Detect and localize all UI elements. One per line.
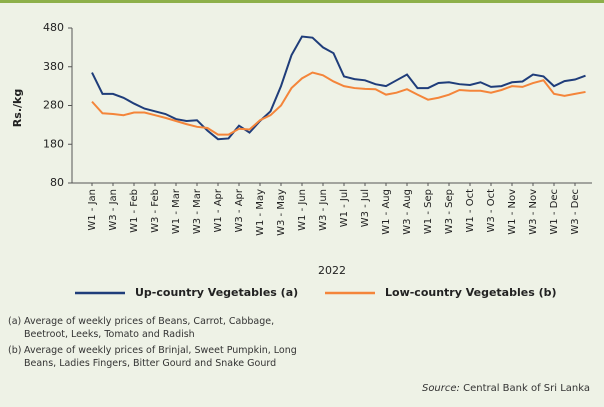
note-line: Beans, Ladies Fingers, Bitter Gourd and … [24,358,277,369]
note: (b) Average of weekly prices of Brinjal, … [8,344,297,370]
legend-label: Up-country Vegetables (a) [135,286,298,299]
source-text: Central Bank of Sri Lanka [463,383,590,394]
x-axis-label: 2022 [318,264,346,277]
x-tick-label: W1 - Feb [129,189,140,233]
x-tick-label: W1 - Mar [171,188,182,234]
x-tick-label: W3 - Apr [234,188,245,232]
note-marker: (a) [8,316,22,327]
x-tick-label: W3 - Feb [150,189,161,233]
x-tick-label: W1 - May [255,189,266,236]
x-tick-label: W1 - Sep [423,189,434,234]
y-axis-label: Rs./kg [11,89,24,127]
x-tick-label: W1 - Nov [507,189,518,235]
line-series [91,35,586,141]
x-tick-label: W1 - Dec [549,189,560,235]
x-tick-label: W3 - May [276,189,287,236]
x-tick-label: W3 - Jun [318,189,329,231]
note: (a) Average of weekly prices of Beans, Ca… [8,315,274,341]
y-tick-label: 380 [43,60,64,73]
note-marker: (b) [8,345,22,356]
source-label: Source: [421,383,460,394]
x-tick-label: W3 - Oct [486,189,497,233]
x-tick-label: W1 - Jun [297,189,308,231]
note-line: Average of weekly prices of Brinjal, Swe… [24,345,297,356]
y-tick-label: 480 [43,21,64,34]
y-tick-label: 180 [43,137,64,150]
x-tick-label: W3 - Jul [360,189,371,227]
y-tick-label: 80 [50,176,64,189]
x-tick-label: W3 - Aug [402,189,413,235]
source: Source: Central Bank of Sri Lanka [422,383,590,394]
x-tick-label: W3 - Mar [192,188,203,234]
x-tick-label: W3 - Jan [108,189,119,231]
x-tick-label: W3 - Sep [444,189,455,234]
note-line: Beetroot, Leeks, Tomato and Radish [24,329,195,340]
legend-item: Up-country Vegetables (a) [75,286,298,299]
chart: Rs./kg 2022 80 180 280 380 480 W1 - Jan W3 - J… [11,21,592,299]
x-tick-label: W3 - Dec [570,189,581,235]
x-tick-label: W1 - Jul [339,189,350,227]
y-tick-label: 280 [43,99,64,112]
line-series [91,71,586,136]
note-line: Average of weekly prices of Beans, Carro… [24,316,275,327]
x-tick-label: W1 - Jan [87,189,98,231]
legend-item: Low-country Vegetables (b) [325,286,557,299]
x-tick-label: W1 - Oct [465,189,476,233]
x-tick-label: W3 - Nov [528,189,539,235]
x-tick-label: W1 - Aug [381,189,392,235]
legend-label: Low-country Vegetables (b) [385,286,557,299]
x-tick-label: W1 - Apr [213,188,224,232]
